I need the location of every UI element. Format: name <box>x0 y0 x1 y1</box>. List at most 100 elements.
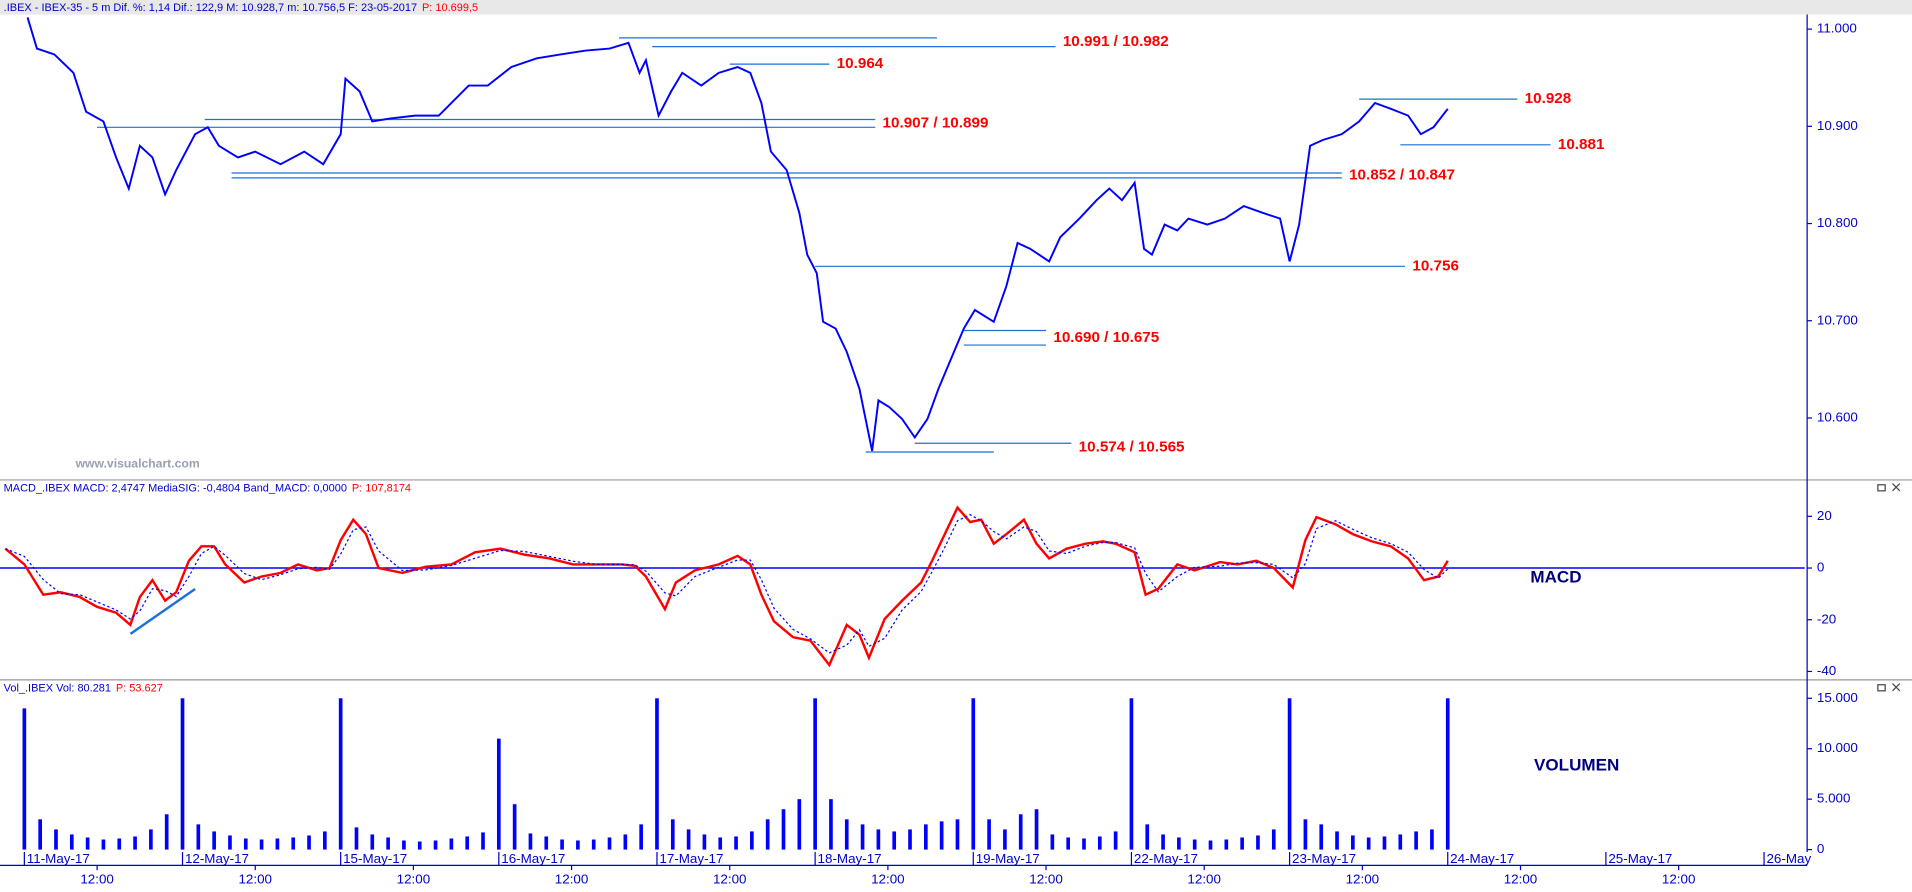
x-minor-tick-label: 12:00 <box>555 871 589 886</box>
volume-bar <box>955 819 960 850</box>
volume-bar <box>1177 837 1181 850</box>
x-minor-tick-label: 12:00 <box>871 871 905 886</box>
volume-bar <box>370 834 375 850</box>
x-minor-tick-label: 12:00 <box>1346 871 1380 886</box>
volume-bar <box>639 824 643 850</box>
x-minor-tick-label: 12:00 <box>1662 871 1696 886</box>
close-button[interactable] <box>1892 683 1901 692</box>
volume-bar <box>228 835 232 850</box>
volume-bar <box>1082 838 1086 850</box>
volume-bar <box>1129 698 1134 850</box>
volume-bar <box>924 824 928 850</box>
y-tick-label: -20 <box>1817 611 1836 626</box>
volume-bar <box>1113 831 1118 850</box>
volume-bar <box>718 837 723 850</box>
level-label: 10.907 / 10.899 <box>883 114 989 131</box>
panel-header-last: P: 107,8174 <box>352 482 411 494</box>
volume-bar <box>275 838 280 850</box>
volume-bar <box>465 836 470 850</box>
volume-bar <box>876 829 881 850</box>
volume-bar <box>1271 829 1276 850</box>
restore-button[interactable] <box>1877 684 1886 692</box>
volume-bar <box>417 841 422 850</box>
volume-bar <box>544 836 549 850</box>
volume-bar <box>149 829 153 850</box>
level-label: 10.574 / 10.565 <box>1079 439 1185 456</box>
level-label: 10.928 <box>1525 90 1572 107</box>
volume-bar <box>1097 836 1102 850</box>
x-minor-tick-label: 12:00 <box>80 871 114 886</box>
x-minor-tick-label: 12:00 <box>713 871 747 886</box>
x-tick-label: 25-May-17 <box>1608 851 1672 866</box>
x-minor-tick-label: 12:00 <box>1029 871 1063 886</box>
volume-bar <box>291 837 296 850</box>
volume-bar <box>892 831 897 850</box>
volume-bar <box>1445 698 1450 850</box>
x-minor-tick-label: 12:00 <box>1187 871 1221 886</box>
volume-bar <box>449 838 454 850</box>
volume-bar <box>85 837 90 850</box>
volume-bar <box>686 829 691 850</box>
volume-bar <box>1066 837 1071 850</box>
volume-bar <box>117 838 122 850</box>
level-label: 10.756 <box>1412 257 1459 274</box>
header-text: .IBEX - IBEX-35 - 5 m Dif. %: 1,14 Dif.:… <box>4 2 478 14</box>
volume-bar <box>1145 824 1150 850</box>
y-tick-label: 20 <box>1817 508 1832 523</box>
volume-bar <box>323 831 327 850</box>
volume-bar <box>38 819 43 850</box>
volume-bar <box>1161 834 1165 850</box>
x-tick-label: 26-May <box>1766 851 1811 866</box>
y-tick-label: 10.700 <box>1817 312 1858 327</box>
volume-bar <box>576 840 580 850</box>
volume-bar <box>1192 839 1197 850</box>
volume-bar <box>259 839 264 850</box>
volume-bar <box>844 819 849 850</box>
panel-header-last: P: 53.627 <box>116 682 163 694</box>
y-tick-label: 15.000 <box>1817 690 1858 705</box>
volume-bar <box>338 698 343 850</box>
x-tick-label: 18-May-17 <box>818 851 882 866</box>
x-minor-tick-label: 12:00 <box>1504 871 1538 886</box>
volume-bar <box>813 698 817 850</box>
level-label: 10.881 <box>1558 136 1605 153</box>
volume-bar <box>1382 836 1387 850</box>
volume-bar <box>481 832 485 850</box>
price-line <box>26 17 1449 452</box>
volume-bar <box>1003 829 1007 850</box>
volume-bar <box>1208 840 1213 850</box>
panel-header: Vol_.IBEX Vol: 80.281 P: 53.627 <box>4 682 163 694</box>
restore-button[interactable] <box>1877 484 1886 492</box>
y-tick-label: 0 <box>1817 560 1824 575</box>
volume-bar <box>623 834 628 850</box>
close-button[interactable] <box>1892 483 1901 492</box>
volume-bar <box>971 698 976 850</box>
volume-bar <box>797 799 802 850</box>
volume-bar <box>196 824 201 850</box>
volume-bar <box>1224 839 1229 850</box>
volume-bar <box>1240 837 1244 850</box>
volume-bar <box>212 831 216 850</box>
macd-line <box>4 505 1449 668</box>
volume-bar <box>1034 809 1039 850</box>
x-tick-label: 12-May-17 <box>185 851 249 866</box>
volume-bar <box>670 819 675 850</box>
y-tick-label: 11.000 <box>1817 21 1857 36</box>
y-tick-label: 10.600 <box>1817 410 1858 425</box>
volume-bar <box>386 837 390 850</box>
panel-label: MACD <box>1530 568 1581 587</box>
volume-bar <box>781 809 786 850</box>
volume-bar <box>496 738 501 850</box>
x-tick-label: 19-May-17 <box>976 851 1040 866</box>
x-tick-label: 16-May-17 <box>501 851 565 866</box>
volume-bar <box>69 834 74 850</box>
volume-bar <box>655 698 659 850</box>
volume-bar <box>702 834 707 850</box>
volume-bar <box>1430 829 1434 850</box>
panel-header-main: MACD_.IBEX MACD: 2,4747 MediaSIG: -0,480… <box>4 482 347 494</box>
volume-bar <box>1335 831 1339 850</box>
volume-bar <box>1398 834 1403 850</box>
volume-bar <box>22 708 27 850</box>
